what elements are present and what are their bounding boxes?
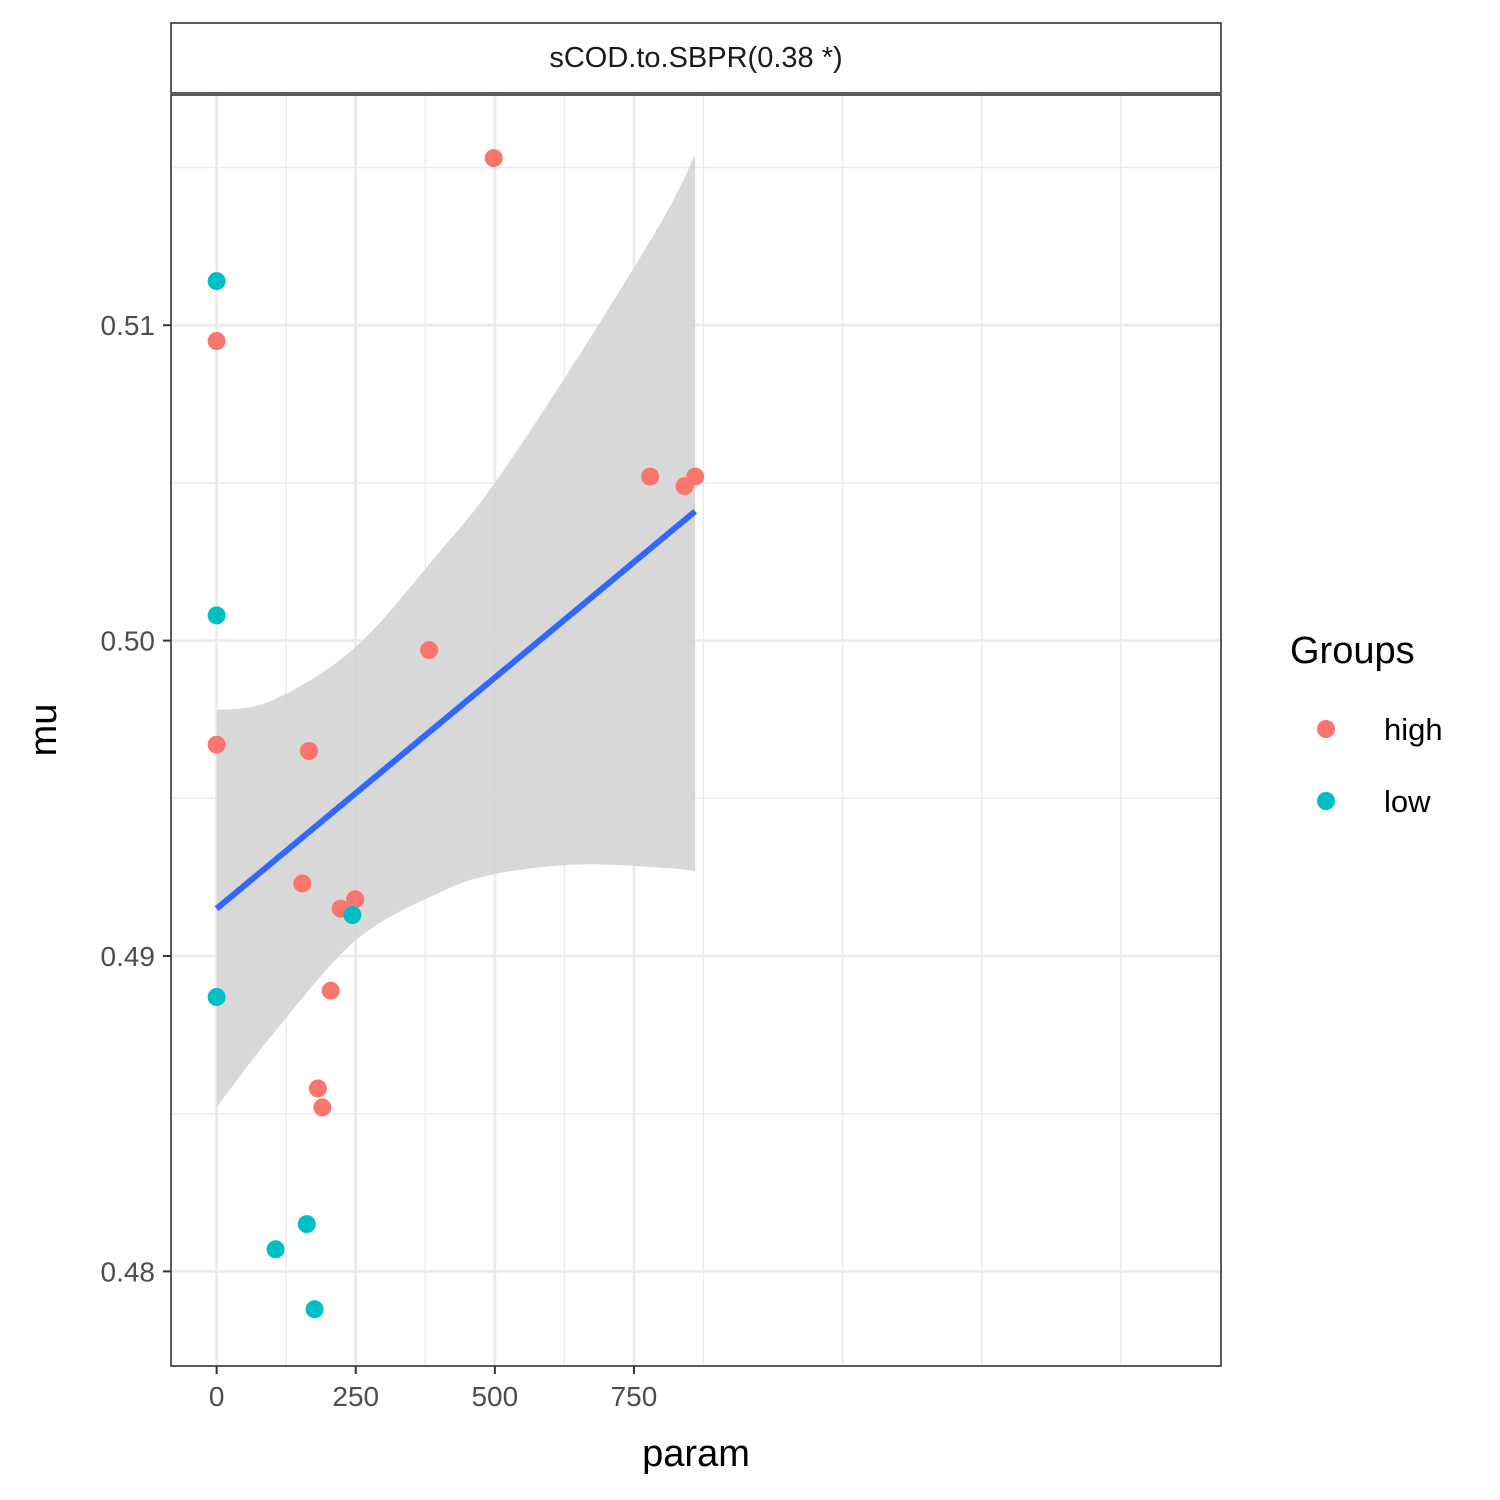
data-point-high xyxy=(420,641,439,660)
data-point-high xyxy=(686,467,705,486)
data-point-low xyxy=(266,1240,285,1259)
legend-entries: high low xyxy=(1317,712,1443,819)
y-axis: 0.48 0.49 0.50 0.51 xyxy=(101,310,171,1287)
y-tick-label: 0.51 xyxy=(101,310,156,341)
facet-strip-title: sCOD.to.SBPR(0.38 *) xyxy=(549,42,842,74)
data-point-high xyxy=(484,149,503,168)
y-tick-label: 0.50 xyxy=(101,626,156,657)
legend-label-high: high xyxy=(1384,712,1443,747)
data-point-high xyxy=(207,332,226,350)
y-axis-title: mu xyxy=(23,704,65,757)
x-tick-label: 750 xyxy=(611,1381,658,1412)
data-point-low xyxy=(207,606,226,625)
y-tick-label: 0.49 xyxy=(101,941,156,972)
x-tick-label: 500 xyxy=(471,1381,518,1412)
confidence-band xyxy=(216,154,696,1108)
data-point-high xyxy=(308,1079,327,1098)
legend-key-low xyxy=(1317,792,1335,810)
legend-key-high xyxy=(1317,720,1335,738)
facet-strip xyxy=(170,22,1222,94)
data-point-low xyxy=(207,272,226,291)
x-axis: 0 250 500 750 xyxy=(209,1366,657,1412)
confidence-band-layer xyxy=(216,154,696,1108)
legend-title: Groups xyxy=(1290,630,1415,672)
legend: Groups high low xyxy=(1290,630,1443,819)
data-point-low xyxy=(207,988,226,1006)
x-axis-title: param xyxy=(642,1433,750,1475)
data-point-high xyxy=(321,981,340,1000)
data-point-low xyxy=(297,1215,316,1234)
x-tick-label: 250 xyxy=(332,1381,379,1412)
regression-line xyxy=(214,508,698,912)
fit-line-layer xyxy=(214,508,698,912)
data-point-high xyxy=(293,874,312,893)
plot-panel-border xyxy=(170,94,1222,1367)
x-tick-label: 0 xyxy=(209,1381,225,1412)
grid-minor xyxy=(171,95,1221,1366)
y-tick-label: 0.48 xyxy=(101,1256,156,1287)
data-point-low xyxy=(343,906,362,924)
data-point-high xyxy=(207,735,226,754)
data-point-low xyxy=(305,1300,324,1319)
data-point-high xyxy=(313,1098,332,1117)
points-layer xyxy=(207,149,705,1319)
legend-label-low: low xyxy=(1384,784,1431,819)
data-point-high xyxy=(299,742,318,760)
data-point-high xyxy=(641,467,660,486)
data-point-high xyxy=(346,890,365,909)
